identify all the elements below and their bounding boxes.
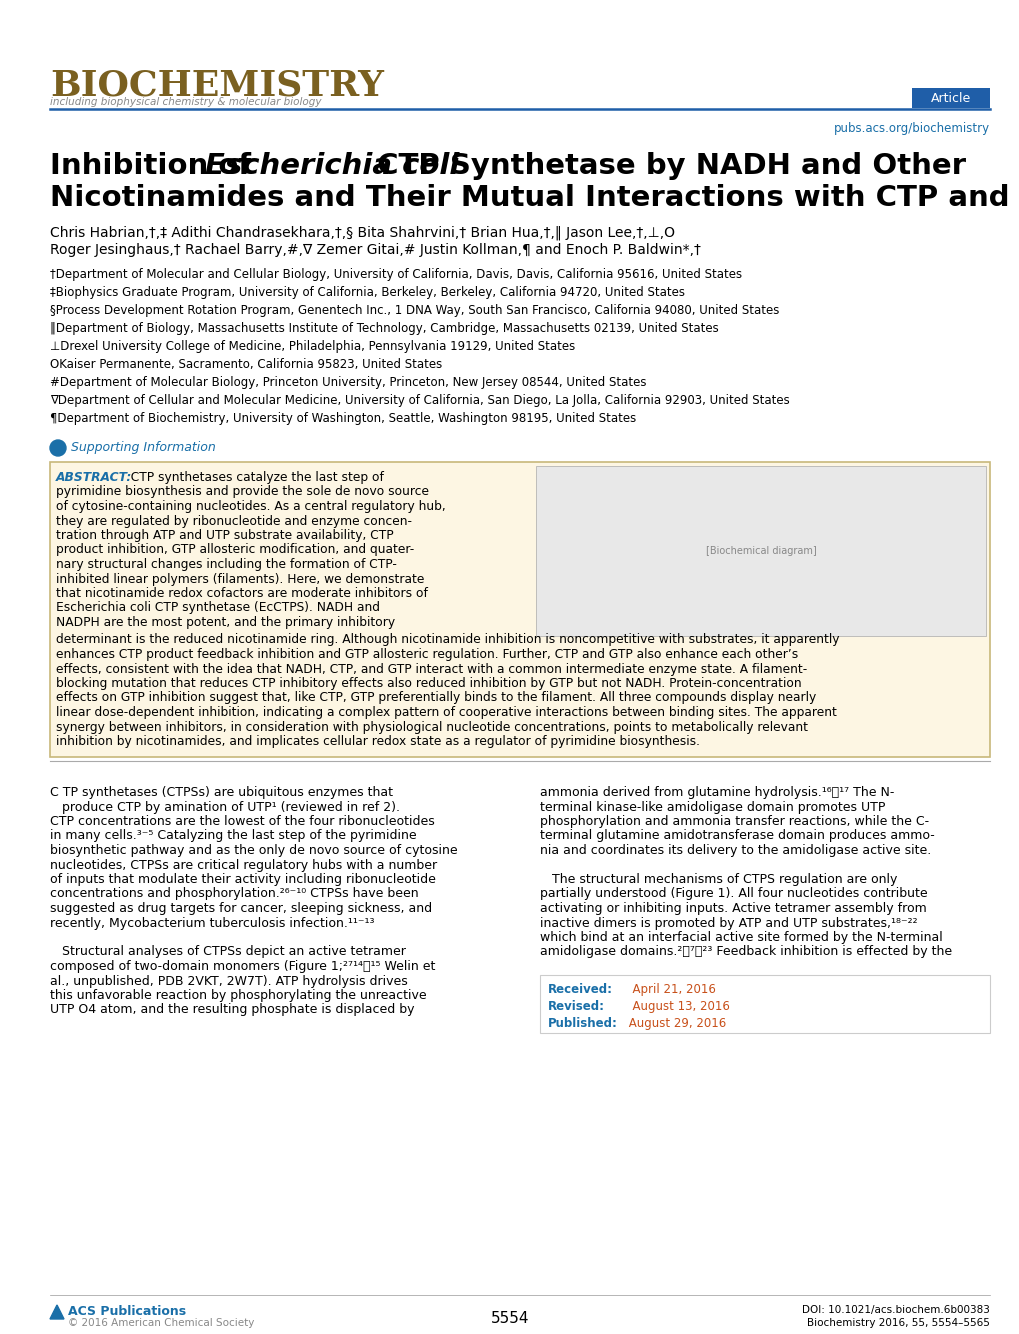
Text: †Department of Molecular and Cellular Biology, University of California, Davis, : †Department of Molecular and Cellular Bi…: [50, 268, 742, 281]
FancyBboxPatch shape: [911, 88, 989, 108]
Text: DOI: 10.1021/acs.biochem.6b00383: DOI: 10.1021/acs.biochem.6b00383: [801, 1305, 989, 1315]
Text: which bind at an interfacial active site formed by the N-terminal: which bind at an interfacial active site…: [539, 931, 942, 944]
Text: Escherichia coli CTP synthetase (EcCTPS). NADH and: Escherichia coli CTP synthetase (EcCTPS)…: [56, 602, 380, 615]
Text: C TP synthetases (CTPSs) are ubiquitous enzymes that: C TP synthetases (CTPSs) are ubiquitous …: [50, 786, 392, 799]
Text: terminal glutamine amidotransferase domain produces ammo-: terminal glutamine amidotransferase doma…: [539, 830, 933, 843]
Text: 5554: 5554: [490, 1311, 529, 1326]
Text: August 13, 2016: August 13, 2016: [625, 1000, 730, 1013]
Text: Received:: Received:: [547, 983, 612, 996]
Text: nucleotides, CTPSs are critical regulatory hubs with a number: nucleotides, CTPSs are critical regulato…: [50, 859, 437, 871]
Text: ⊥Drexel University College of Medicine, Philadelphia, Pennsylvania 19129, United: ⊥Drexel University College of Medicine, …: [50, 340, 575, 354]
Text: effects on GTP inhibition suggest that, like CTP, GTP preferentially binds to th: effects on GTP inhibition suggest that, …: [56, 691, 815, 704]
Text: effects, consistent with the idea that NADH, CTP, and GTP interact with a common: effects, consistent with the idea that N…: [56, 663, 806, 675]
Text: partially understood (Figure 1). All four nucleotides contribute: partially understood (Figure 1). All fou…: [539, 887, 926, 900]
Text: Revised:: Revised:: [547, 1000, 604, 1013]
Text: concentrations and phosphorylation.²⁶⁻¹⁰ CTPSs have been: concentrations and phosphorylation.²⁶⁻¹⁰…: [50, 887, 418, 900]
Text: inhibited linear polymers (filaments). Here, we demonstrate: inhibited linear polymers (filaments). H…: [56, 572, 424, 586]
FancyBboxPatch shape: [535, 466, 985, 636]
Text: April 21, 2016: April 21, 2016: [625, 983, 715, 996]
Text: produce CTP by amination of UTP¹ (reviewed in ref 2).: produce CTP by amination of UTP¹ (review…: [50, 800, 399, 814]
Text: al., unpublished, PDB 2VKT, 2W7T). ATP hydrolysis drives: al., unpublished, PDB 2VKT, 2W7T). ATP h…: [50, 975, 408, 987]
Text: UTP O4 atom, and the resulting phosphate is displaced by: UTP O4 atom, and the resulting phosphate…: [50, 1003, 414, 1017]
Text: #Department of Molecular Biology, Princeton University, Princeton, New Jersey 08: #Department of Molecular Biology, Prince…: [50, 376, 646, 390]
FancyBboxPatch shape: [50, 462, 989, 756]
Text: they are regulated by ribonucleotide and enzyme concen-: they are regulated by ribonucleotide and…: [56, 515, 412, 527]
Text: ‖Department of Biology, Massachusetts Institute of Technology, Cambridge, Massac: ‖Department of Biology, Massachusetts In…: [50, 321, 718, 335]
Text: inhibition by nicotinamides, and implicates cellular redox state as a regulator : inhibition by nicotinamides, and implica…: [56, 735, 699, 748]
Text: [Biochemical diagram]: [Biochemical diagram]: [705, 546, 815, 556]
Text: ‡Biophysics Graduate Program, University of California, Berkeley, Berkeley, Cali: ‡Biophysics Graduate Program, University…: [50, 285, 685, 299]
Text: Supporting Information: Supporting Information: [71, 442, 216, 454]
Text: Biochemistry 2016, 55, 5554–5565: Biochemistry 2016, 55, 5554–5565: [806, 1318, 989, 1329]
Text: composed of two-domain monomers (Figure 1;²⁷¹⁴ⰻ¹⁵ Welin et: composed of two-domain monomers (Figure …: [50, 960, 435, 972]
Text: CTP concentrations are the lowest of the four ribonucleotides: CTP concentrations are the lowest of the…: [50, 815, 434, 828]
Text: this unfavorable reaction by phosphorylating the unreactive: this unfavorable reaction by phosphoryla…: [50, 988, 426, 1002]
Text: of inputs that modulate their activity including ribonucleotide: of inputs that modulate their activity i…: [50, 872, 435, 886]
Text: of cytosine-containing nucleotides. As a central regulatory hub,: of cytosine-containing nucleotides. As a…: [56, 500, 445, 514]
Text: Nicotinamides and Their Mutual Interactions with CTP and GTP: Nicotinamides and Their Mutual Interacti…: [50, 184, 1019, 212]
Text: activating or inhibiting inputs. Active tetramer assembly from: activating or inhibiting inputs. Active …: [539, 902, 926, 915]
Circle shape: [50, 440, 66, 456]
Text: NADPH are the most potent, and the primary inhibitory: NADPH are the most potent, and the prima…: [56, 616, 394, 630]
Text: biosynthetic pathway and as the only de novo source of cytosine: biosynthetic pathway and as the only de …: [50, 844, 458, 856]
Text: nary structural changes including the formation of CTP-: nary structural changes including the fo…: [56, 558, 396, 571]
Text: S: S: [54, 443, 62, 454]
Text: that nicotinamide redox cofactors are moderate inhibitors of: that nicotinamide redox cofactors are mo…: [56, 587, 427, 600]
Text: terminal kinase-like amidoligase domain promotes UTP: terminal kinase-like amidoligase domain …: [539, 800, 884, 814]
Text: including biophysical chemistry & molecular biology: including biophysical chemistry & molecu…: [50, 97, 321, 107]
Text: suggested as drug targets for cancer, sleeping sickness, and: suggested as drug targets for cancer, sl…: [50, 902, 432, 915]
Text: The structural mechanisms of CTPS regulation are only: The structural mechanisms of CTPS regula…: [539, 872, 897, 886]
Text: Structural analyses of CTPSs depict an active tetramer: Structural analyses of CTPSs depict an a…: [50, 946, 406, 959]
Text: Chris Habrian,†,‡ Adithi Chandrasekhara,†,§ Bita Shahrvini,† Brian Hua,†,‖ Jason: Chris Habrian,†,‡ Adithi Chandrasekhara,…: [50, 225, 675, 240]
Text: recently, Mycobacterium tuberculosis infection.¹¹⁻¹³: recently, Mycobacterium tuberculosis inf…: [50, 916, 374, 930]
Text: in many cells.³⁻⁵ Catalyzing the last step of the pyrimidine: in many cells.³⁻⁵ Catalyzing the last st…: [50, 830, 416, 843]
Text: Inhibition of: Inhibition of: [50, 152, 261, 180]
Text: tration through ATP and UTP substrate availability, CTP: tration through ATP and UTP substrate av…: [56, 530, 393, 542]
Text: synergy between inhibitors, in consideration with physiological nucleotide conce: synergy between inhibitors, in considera…: [56, 720, 807, 734]
Text: August 29, 2016: August 29, 2016: [625, 1017, 726, 1030]
Text: Escherichia coli: Escherichia coli: [205, 152, 459, 180]
Text: CTP synthetases catalyze the last step of: CTP synthetases catalyze the last step o…: [123, 471, 383, 484]
FancyBboxPatch shape: [539, 975, 989, 1033]
Text: enhances CTP product feedback inhibition and GTP allosteric regulation. Further,: enhances CTP product feedback inhibition…: [56, 648, 798, 662]
Text: ¶Department of Biochemistry, University of Washington, Seattle, Washington 98195: ¶Department of Biochemistry, University …: [50, 412, 636, 426]
Text: nia and coordinates its delivery to the amidoligase active site.: nia and coordinates its delivery to the …: [539, 844, 930, 856]
Text: ACS Publications: ACS Publications: [68, 1305, 185, 1318]
Text: CTP Synthetase by NADH and Other: CTP Synthetase by NADH and Other: [367, 152, 965, 180]
Text: pyrimidine biosynthesis and provide the sole de novo source: pyrimidine biosynthesis and provide the …: [56, 486, 429, 499]
Text: phosphorylation and ammonia transfer reactions, while the C-: phosphorylation and ammonia transfer rea…: [539, 815, 928, 828]
Text: © 2016 American Chemical Society: © 2016 American Chemical Society: [68, 1318, 254, 1329]
Text: amidoligase domains.²ⰻ⁷ⰻ²³ Feedback inhibition is effected by the: amidoligase domains.²ⰻ⁷ⰻ²³ Feedback inhi…: [539, 946, 951, 959]
Text: OKaiser Permanente, Sacramento, California 95823, United States: OKaiser Permanente, Sacramento, Californ…: [50, 358, 442, 371]
Text: ammonia derived from glutamine hydrolysis.¹⁶ⰻ¹⁷ The N-: ammonia derived from glutamine hydrolysi…: [539, 786, 894, 799]
Text: Roger Jesinghaus,† Rachael Barry,#,∇ Zemer Gitai,# Justin Kollman,¶ and Enoch P.: Roger Jesinghaus,† Rachael Barry,#,∇ Zem…: [50, 243, 700, 257]
Text: pubs.acs.org/biochemistry: pubs.acs.org/biochemistry: [834, 121, 989, 135]
Text: Published:: Published:: [547, 1017, 618, 1030]
Text: §Process Development Rotation Program, Genentech Inc., 1 DNA Way, South San Fran: §Process Development Rotation Program, G…: [50, 304, 779, 317]
Text: ∇Department of Cellular and Molecular Medicine, University of California, San Di: ∇Department of Cellular and Molecular Me…: [50, 394, 789, 407]
Text: BIOCHEMISTRY: BIOCHEMISTRY: [50, 68, 383, 101]
Text: ABSTRACT:: ABSTRACT:: [56, 471, 132, 484]
Text: determinant is the reduced nicotinamide ring. Although nicotinamide inhibition i: determinant is the reduced nicotinamide …: [56, 634, 839, 647]
Polygon shape: [50, 1305, 64, 1319]
Text: Article: Article: [930, 92, 970, 104]
Text: linear dose-dependent inhibition, indicating a complex pattern of cooperative in: linear dose-dependent inhibition, indica…: [56, 706, 836, 719]
Text: product inhibition, GTP allosteric modification, and quater-: product inhibition, GTP allosteric modif…: [56, 543, 414, 556]
Text: blocking mutation that reduces CTP inhibitory effects also reduced inhibition by: blocking mutation that reduces CTP inhib…: [56, 676, 801, 690]
Text: inactive dimers is promoted by ATP and UTP substrates,¹⁸⁻²²: inactive dimers is promoted by ATP and U…: [539, 916, 917, 930]
